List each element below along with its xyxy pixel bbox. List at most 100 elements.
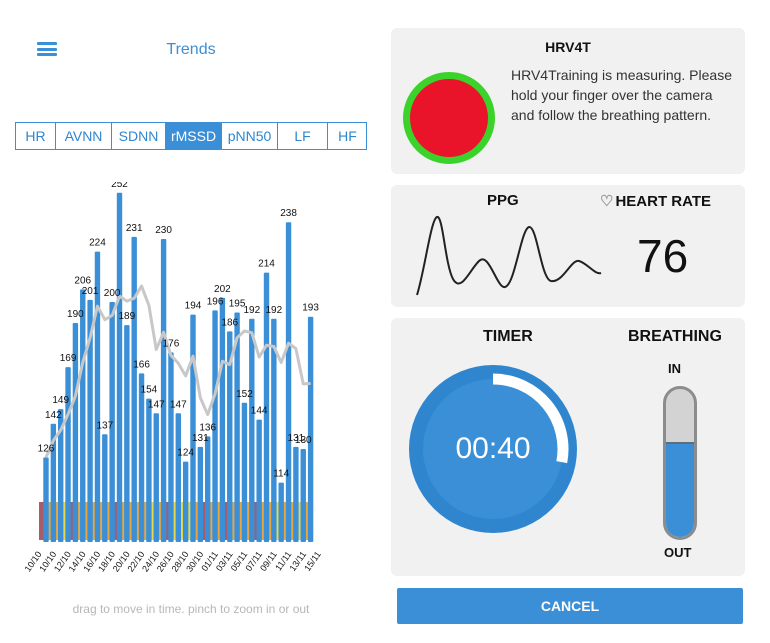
bar[interactable]	[72, 323, 79, 542]
value-label: 176	[163, 338, 180, 349]
tab-avnn[interactable]: AVNN	[56, 123, 112, 149]
bar[interactable]	[138, 373, 145, 542]
strip-segment	[163, 502, 172, 540]
status-message: HRV4Training is measuring. Please hold y…	[511, 67, 732, 123]
value-label: 231	[126, 223, 143, 234]
ppg-card: PPG ♡ HEART RATE 76	[391, 185, 745, 307]
value-label: 201	[82, 286, 99, 297]
bar[interactable]	[87, 299, 93, 542]
strip-segment	[39, 502, 47, 540]
timer-ring	[409, 365, 577, 533]
strip-segment	[141, 502, 150, 540]
bar[interactable]	[300, 449, 306, 542]
strip-segment	[186, 502, 194, 540]
bar[interactable]	[212, 310, 218, 542]
bar[interactable]	[256, 419, 262, 542]
tab-lf[interactable]: LF	[278, 123, 328, 149]
bar[interactable]	[249, 318, 255, 542]
bar[interactable]	[271, 318, 277, 542]
value-label: 192	[266, 305, 283, 316]
recording-indicator-icon	[403, 72, 495, 164]
bar[interactable]	[43, 457, 49, 542]
bar[interactable]	[116, 192, 123, 543]
strip-segment	[193, 502, 201, 540]
out-label: OUT	[664, 545, 692, 560]
strip-segment	[215, 502, 224, 540]
bar[interactable]	[58, 409, 64, 542]
value-label: 137	[96, 420, 113, 431]
breathing-level	[666, 442, 694, 537]
bar[interactable]	[182, 461, 189, 542]
measuring-panel: HRV4T HRV4Training is measuring. Please …	[385, 22, 755, 624]
bar[interactable]	[168, 352, 174, 542]
strip-segment	[53, 502, 62, 540]
bar[interactable]	[160, 239, 167, 542]
value-label: 147	[170, 399, 187, 410]
bar[interactable]	[146, 398, 152, 542]
value-label: 230	[155, 225, 172, 236]
bar[interactable]	[234, 312, 240, 543]
bar[interactable]	[175, 413, 181, 542]
bar[interactable]	[293, 446, 299, 542]
bar[interactable]	[153, 413, 159, 542]
value-label: 193	[302, 303, 319, 314]
tab-hr[interactable]: HR	[16, 123, 56, 149]
strip-segment	[296, 502, 304, 540]
strip-segment	[149, 502, 157, 540]
bar[interactable]	[190, 314, 196, 542]
tab-hf[interactable]: HF	[328, 123, 367, 149]
strip-segment	[68, 502, 77, 540]
tab-pnn50[interactable]: pNN50	[222, 123, 278, 149]
hamburger-menu-icon[interactable]	[37, 42, 57, 56]
value-label: 124	[177, 448, 194, 459]
strip-segment	[46, 502, 54, 540]
bar[interactable]	[263, 272, 270, 542]
strip-segment	[222, 502, 231, 540]
heart-rate-value: 76	[637, 230, 689, 282]
value-label: 149	[52, 395, 69, 406]
value-label: 214	[258, 259, 275, 270]
strip-segment	[112, 502, 121, 540]
bar[interactable]	[94, 251, 101, 542]
value-label: 144	[251, 406, 268, 417]
ppg-label: PPG	[487, 192, 519, 209]
breathing-gauge	[663, 386, 697, 540]
value-label: 238	[280, 208, 297, 219]
bar[interactable]	[285, 222, 292, 542]
value-label: 200	[104, 288, 121, 299]
cancel-button[interactable]: CANCEL	[397, 588, 743, 624]
strip-segment	[75, 502, 84, 540]
bar[interactable]	[219, 297, 226, 542]
bar[interactable]	[278, 482, 284, 542]
bar[interactable]	[109, 302, 115, 542]
trend-line	[44, 284, 311, 459]
bar[interactable]	[131, 236, 137, 542]
bar[interactable]	[65, 367, 71, 542]
metric-tabs: HR AVNN SDNN rMSSD pNN50 LF HF	[15, 122, 367, 150]
value-label: 169	[60, 353, 77, 364]
trends-panel: Trends HR AVNN SDNN rMSSD pNN50 LF HF 126 142 14…	[15, 22, 367, 624]
value-label: 224	[89, 238, 106, 249]
timer-card: TIMER BREATHING 00:40 IN OUT	[391, 318, 745, 576]
bar[interactable]	[241, 402, 248, 542]
tab-sdnn[interactable]: SDNN	[112, 123, 166, 149]
bar[interactable]	[205, 436, 211, 542]
bar[interactable]	[307, 316, 314, 542]
strip-segment	[288, 502, 297, 540]
strip-segment	[61, 502, 69, 540]
value-label: 252	[111, 182, 128, 190]
bar[interactable]	[50, 423, 57, 542]
bar[interactable]	[197, 446, 204, 542]
ppg-waveform	[416, 215, 602, 296]
status-title: HRV4T	[545, 39, 591, 55]
tab-rmssd[interactable]: rMSSD	[166, 123, 222, 149]
value-label: 186	[221, 317, 238, 328]
value-label: 192	[243, 305, 260, 316]
bar[interactable]	[80, 289, 86, 542]
strip-segment	[90, 502, 99, 540]
value-label: 202	[214, 284, 231, 295]
bar[interactable]	[102, 434, 108, 542]
bar[interactable]	[124, 325, 130, 542]
bar[interactable]	[227, 331, 233, 542]
